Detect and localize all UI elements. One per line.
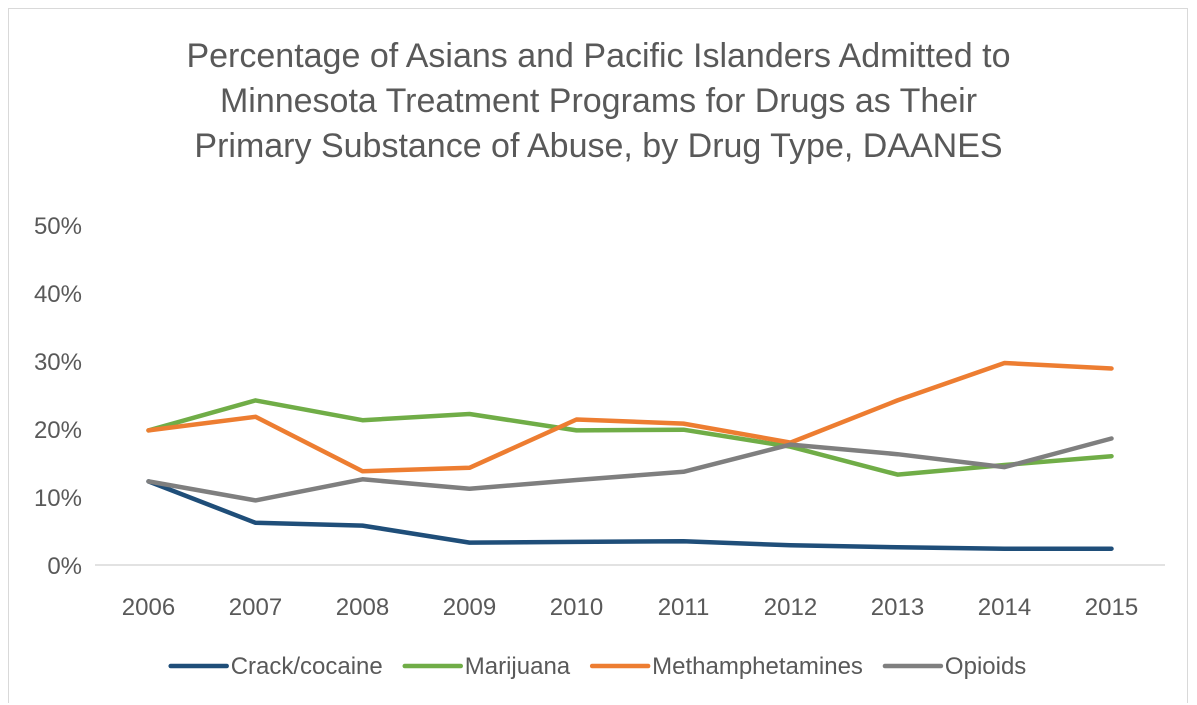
x-tick-label: 2014: [978, 594, 1031, 621]
legend: Crack/cocaine Marijuana Methamphetamines Op…: [168, 653, 1026, 680]
y-tick-label: 30%: [34, 349, 82, 376]
x-tick-label: 2011: [658, 594, 710, 621]
x-tick-label: 2009: [443, 594, 496, 621]
y-tick-label: 10%: [34, 485, 82, 512]
x-tick-label: 2013: [871, 594, 924, 621]
series-line-crack-cocaine: [146, 479, 1114, 551]
series-lines: [146, 360, 1114, 551]
chart-frame: [8, 8, 1188, 703]
y-tick-label: 40%: [34, 281, 82, 308]
legend-label-marijuana: Marijuana: [465, 653, 571, 680]
x-tick-label: 2006: [122, 594, 175, 621]
legend-label-crack-cocaine: Crack/cocaine: [231, 653, 383, 680]
chart-title: Percentage of Asians and Pacific Islande…: [0, 34, 1197, 169]
x-tick-label: 2007: [229, 594, 282, 621]
chart-title-line-3: Primary Substance of Abuse, by Drug Type…: [194, 127, 1003, 165]
y-tick-label: 20%: [34, 417, 82, 444]
series-line-methamphetamines: [146, 360, 1114, 474]
x-tick-label: 2012: [764, 594, 817, 621]
x-tick-label: 2008: [336, 594, 389, 621]
chart-title-line-2: Minnesota Treatment Programs for Drugs a…: [219, 82, 978, 120]
legend-label-opioids: Opioids: [945, 653, 1026, 680]
x-tick-label: 2010: [550, 594, 603, 621]
x-tick-label: 2015: [1085, 594, 1138, 621]
x-axis: 2006 2007 2008 2009 2010 2011 2012 2013 2014 2015: [95, 564, 1165, 621]
chart-title-line-1: Percentage of Asians and Pacific Islande…: [186, 37, 1011, 75]
series-line-opioids: [146, 436, 1114, 503]
y-axis: 0% 10% 20% 30% 40% 50%: [34, 213, 82, 580]
series-line-marijuana: [146, 398, 1114, 477]
legend-label-methamphetamines: Methamphetamines: [652, 653, 863, 680]
y-tick-label: 50%: [34, 213, 82, 240]
y-tick-label: 0%: [47, 553, 82, 580]
